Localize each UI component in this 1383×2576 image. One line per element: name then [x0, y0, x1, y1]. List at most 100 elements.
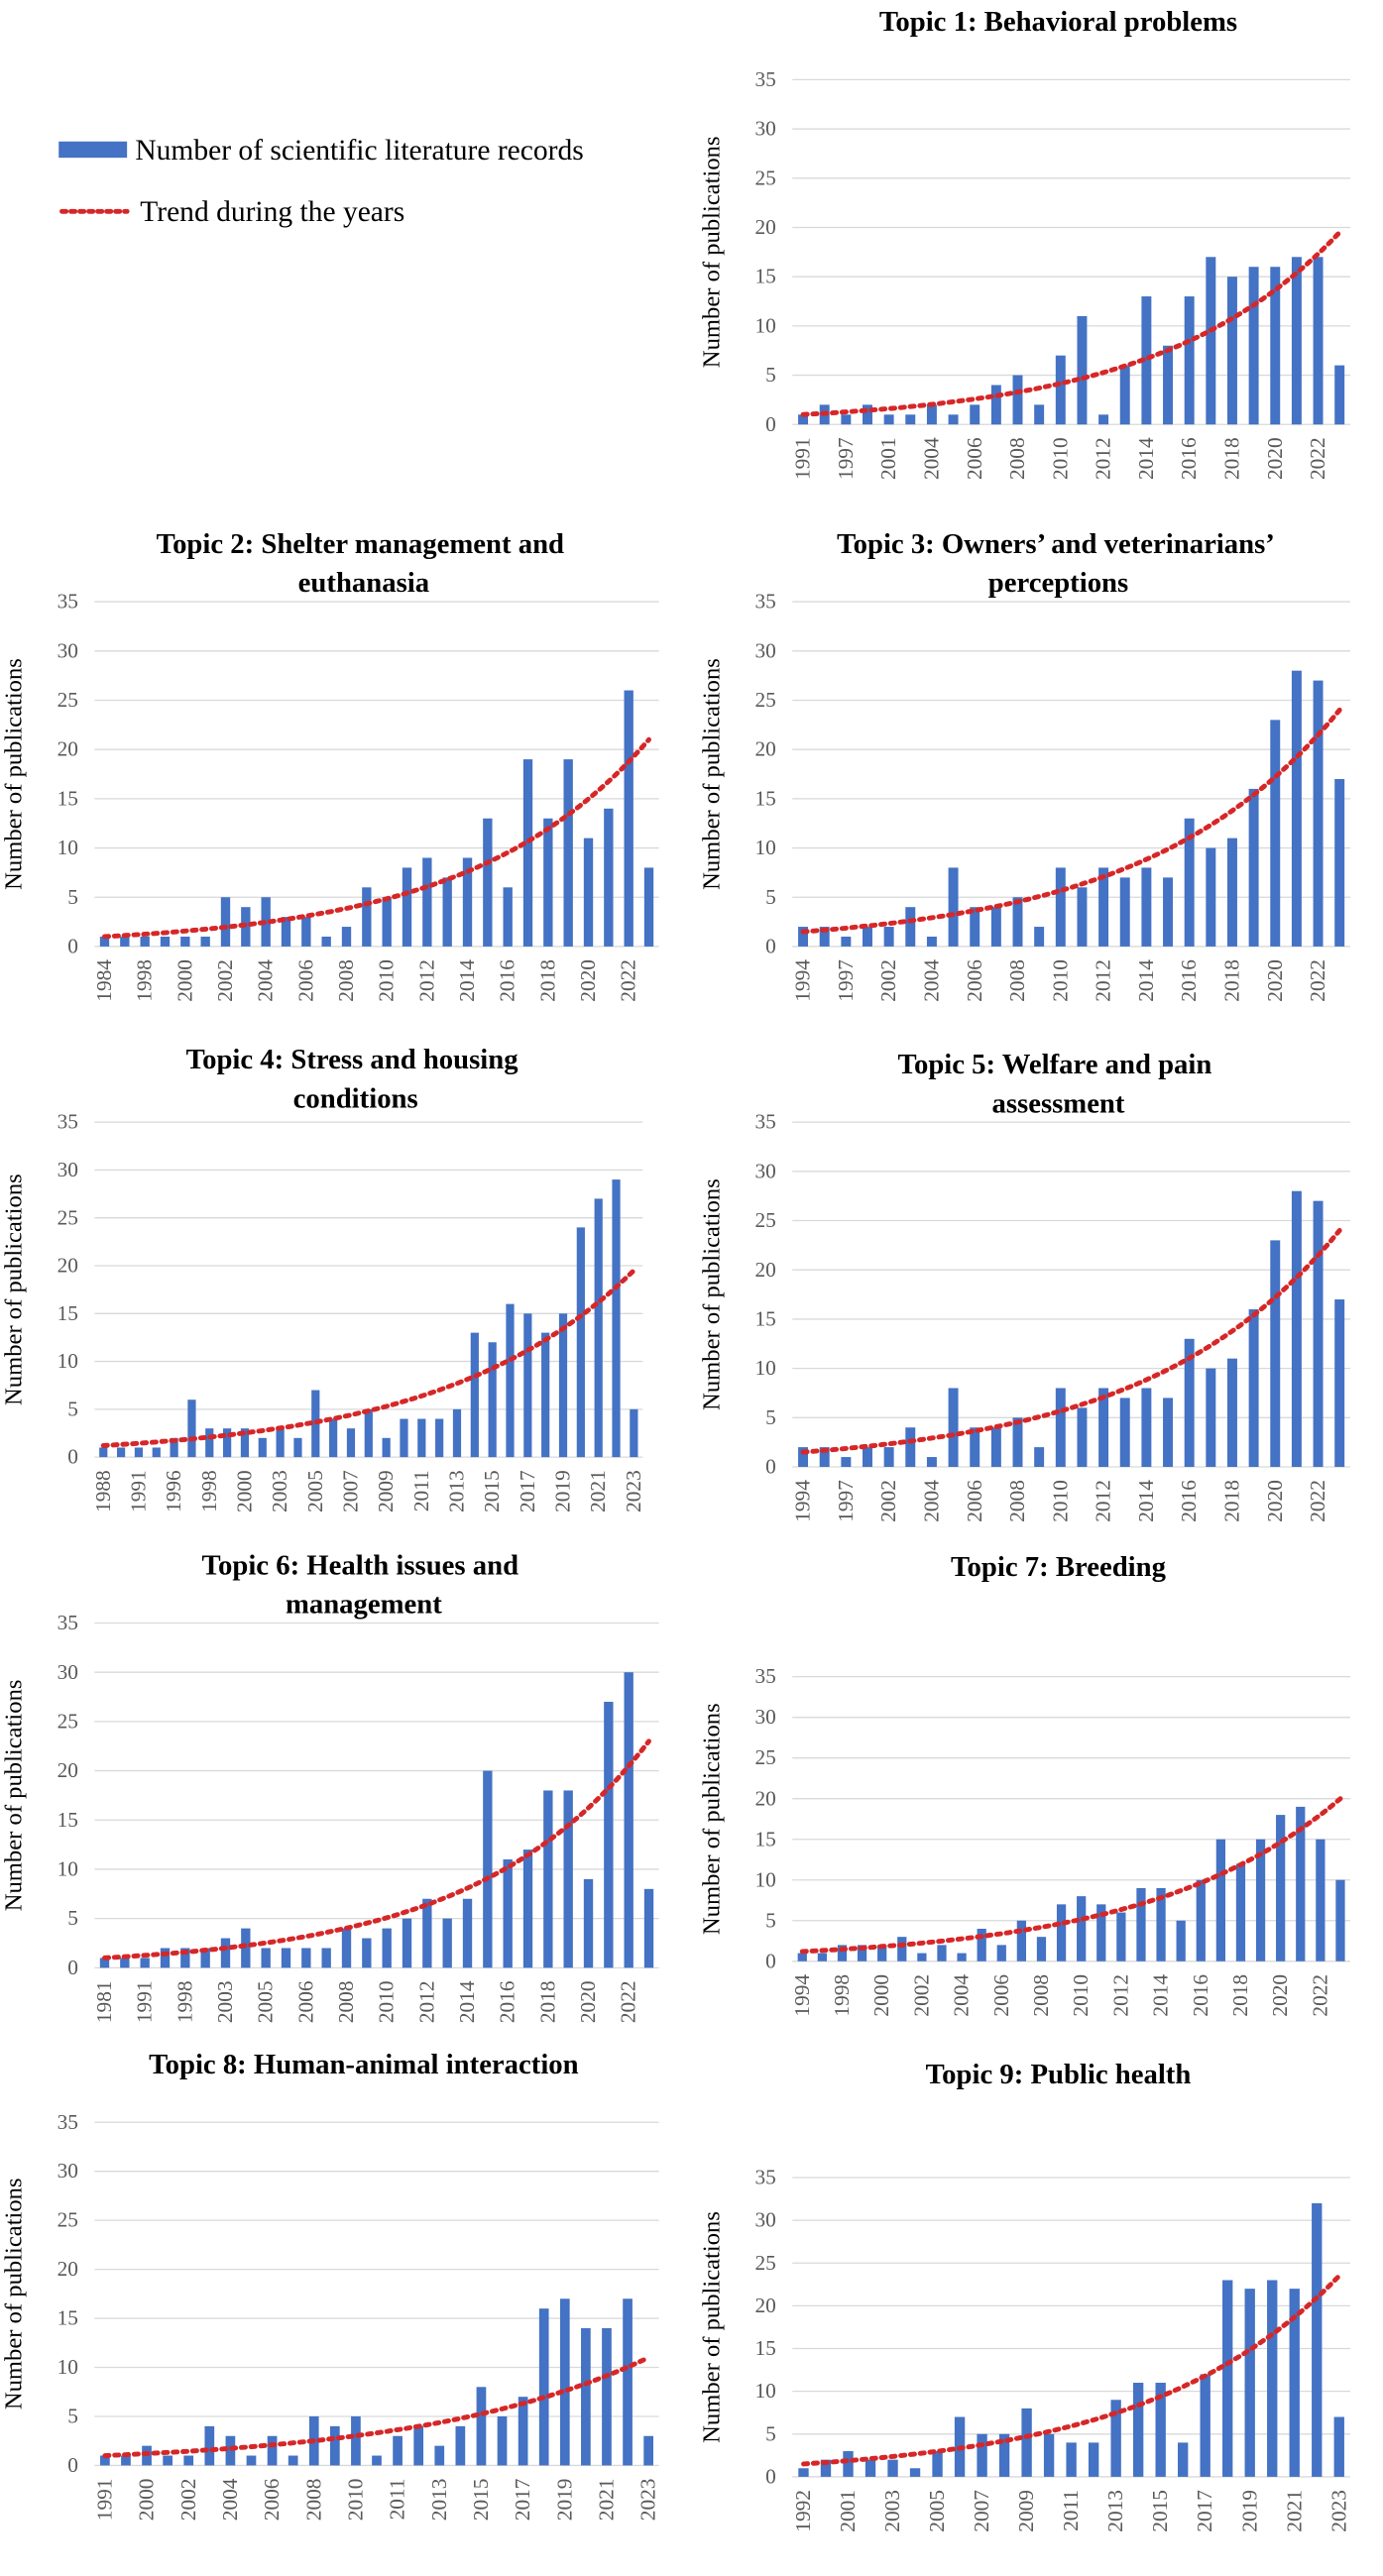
y-tick-label: 5: [67, 2405, 78, 2428]
bar: [1077, 1896, 1087, 1961]
bar: [1178, 2442, 1189, 2477]
y-tick-label: 30: [58, 1158, 78, 1181]
bar: [643, 1888, 654, 1968]
x-tick-label: 2010: [1048, 1480, 1072, 1522]
bar: [434, 2445, 445, 2466]
y-tick-label: 0: [765, 934, 776, 957]
bar: [246, 2455, 257, 2466]
x-tick-label: 2006: [293, 959, 317, 1002]
bar: [1235, 1863, 1246, 1961]
y-tick-label: 30: [754, 1705, 775, 1729]
y-tick-label: 5: [765, 363, 776, 387]
bar: [241, 1928, 251, 1968]
bar: [455, 2425, 466, 2466]
x-tick-label: 2004: [919, 437, 943, 480]
bar: [205, 1428, 214, 1458]
x-tick-label: 2015: [469, 2479, 493, 2521]
x-tick-label: 2022: [617, 959, 640, 1002]
x-tick-label: 2020: [576, 1980, 600, 2023]
x-tick-label: 2022: [617, 1980, 640, 2023]
x-tick-label: 2019: [1237, 2490, 1261, 2532]
x-tick-label: 1991: [133, 1980, 157, 2023]
y-tick-label: 25: [58, 688, 78, 712]
bar: [187, 1400, 196, 1458]
bar: [1163, 1398, 1174, 1467]
y-tick-label: 10: [58, 1349, 78, 1373]
bar: [120, 1958, 130, 1968]
x-tick-label: 2001: [836, 2490, 860, 2532]
chart-panel: Topic 3: Owners’ and veterinarians’ perc…: [698, 528, 1351, 1002]
y-tick-label: 20: [754, 737, 775, 761]
bar: [1066, 2442, 1077, 2477]
y-axis-label: Number of publications: [698, 1703, 725, 1935]
bar: [288, 2455, 298, 2466]
x-tick-label: 2023: [636, 2479, 660, 2521]
bar: [798, 1447, 809, 1467]
bar: [905, 907, 916, 947]
bar: [819, 927, 830, 947]
x-tick-label: 2014: [1149, 1974, 1173, 2017]
x-tick-label: 1984: [92, 959, 116, 1002]
x-tick-label: 2003: [213, 1980, 237, 2023]
bar: [522, 1849, 533, 1968]
bar: [301, 1948, 311, 1968]
bar: [1055, 355, 1066, 425]
y-tick-label: 30: [754, 1159, 775, 1182]
x-tick-label: 2007: [339, 1470, 363, 1512]
bar: [563, 1790, 573, 1968]
bar: [1116, 1912, 1126, 1961]
x-tick-label: 1991: [791, 437, 815, 480]
x-tick-label: 1997: [834, 959, 858, 1002]
bar: [1226, 1358, 1237, 1467]
bar: [1110, 2400, 1121, 2477]
bar: [1077, 315, 1088, 425]
bar: [798, 2468, 809, 2477]
y-tick-label: 0: [67, 1956, 78, 1979]
y-tick-label: 35: [754, 590, 775, 614]
y-tick-label: 10: [754, 1867, 775, 1891]
x-tick-label: 2012: [1092, 1480, 1115, 1522]
x-tick-label: 1981: [92, 1980, 116, 2023]
bar: [1021, 2408, 1032, 2477]
y-tick-label: 5: [765, 1405, 776, 1429]
bar: [140, 1958, 150, 1968]
bar: [1270, 720, 1281, 947]
x-tick-label: 2013: [1103, 2490, 1127, 2532]
bar: [1206, 847, 1216, 947]
y-tick-label: 10: [754, 1356, 775, 1380]
x-tick-label: 2023: [1326, 2490, 1350, 2532]
bar: [180, 1948, 190, 1968]
bar: [140, 936, 150, 947]
x-tick-label: 2012: [1092, 959, 1115, 1002]
y-tick-label: 25: [754, 688, 775, 712]
bar: [602, 2327, 612, 2466]
x-tick-label: 2013: [427, 2479, 451, 2521]
bar: [223, 1428, 232, 1458]
y-axis-label: Number of publications: [0, 2178, 27, 2409]
x-tick-label: 1994: [791, 1480, 815, 1522]
x-tick-label: 1998: [197, 1470, 221, 1512]
bar: [442, 1918, 452, 1968]
bar: [276, 1428, 285, 1458]
x-tick-label: 1997: [834, 437, 858, 480]
y-tick-label: 5: [765, 2421, 776, 2445]
bar: [1141, 296, 1152, 425]
y-tick-label: 35: [754, 1110, 775, 1134]
bar: [1255, 1839, 1266, 1961]
x-tick-label: 2020: [576, 959, 600, 1002]
x-tick-label: 2002: [876, 959, 900, 1002]
bar: [583, 1878, 594, 1968]
bar: [937, 1945, 947, 1961]
bar: [798, 927, 809, 947]
bar: [152, 1447, 161, 1458]
bar: [623, 2298, 633, 2466]
legend-label: Number of scientific literature records: [135, 135, 583, 167]
x-tick-label: 2020: [1263, 959, 1287, 1002]
bar: [1333, 2416, 1344, 2477]
bar: [321, 1948, 331, 1968]
y-axis-label: Number of publications: [0, 1174, 27, 1405]
bar: [817, 1953, 828, 1961]
bar: [329, 2425, 340, 2466]
x-tick-label: 2009: [1014, 2490, 1038, 2532]
bar: [200, 936, 210, 947]
